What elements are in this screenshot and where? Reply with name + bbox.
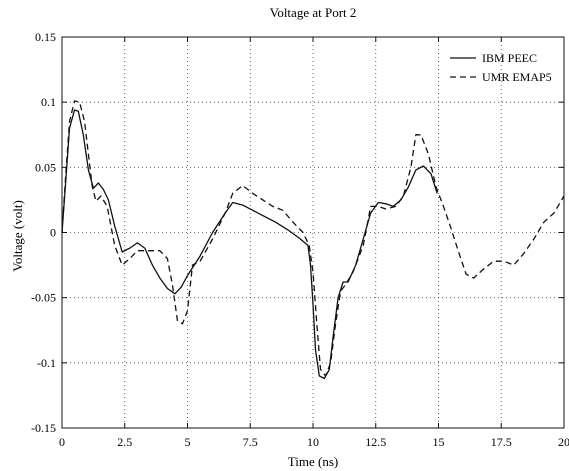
x-tick-label: 15 bbox=[433, 435, 445, 449]
y-tick-label: 0.15 bbox=[35, 30, 56, 44]
plot-series bbox=[61, 100, 565, 380]
grid bbox=[62, 37, 564, 428]
x-axis-label: Time (ns) bbox=[288, 454, 338, 469]
legend: IBM PEEC UMR EMAP5 bbox=[450, 51, 552, 84]
y-tick-label: 0.05 bbox=[35, 160, 56, 174]
x-tick-label: 7.5 bbox=[243, 435, 258, 449]
series-line-umr-emap5 bbox=[61, 100, 565, 377]
x-tick-label: 17.5 bbox=[491, 435, 512, 449]
x-tick-label: 10 bbox=[307, 435, 319, 449]
y-tick-label: -0.1 bbox=[37, 356, 56, 370]
legend-label: UMR EMAP5 bbox=[482, 70, 552, 84]
legend-label: IBM PEEC bbox=[482, 51, 537, 65]
y-tick-label: 0.1 bbox=[41, 95, 56, 109]
x-tick-label: 20 bbox=[558, 435, 569, 449]
y-tick-label: 0 bbox=[50, 226, 56, 240]
tick-labels: 0 2.5 5 7.5 10 12.5 15 17.5 20 -0.15 -0.1 -0.05 0 0.0… bbox=[31, 30, 569, 449]
y-tick-label: -0.05 bbox=[31, 291, 56, 305]
x-tick-label: 5 bbox=[185, 435, 191, 449]
y-tick-label: -0.15 bbox=[31, 421, 56, 435]
x-tick-label: 0 bbox=[59, 435, 65, 449]
y-axis-label: Voltage (volt) bbox=[10, 200, 25, 272]
x-tick-label: 2.5 bbox=[117, 435, 132, 449]
chart-title: Voltage at Port 2 bbox=[270, 5, 357, 20]
axis-ticks bbox=[61, 36, 565, 429]
series-line-ibm-peec bbox=[61, 109, 438, 380]
x-tick-label: 12.5 bbox=[365, 435, 386, 449]
